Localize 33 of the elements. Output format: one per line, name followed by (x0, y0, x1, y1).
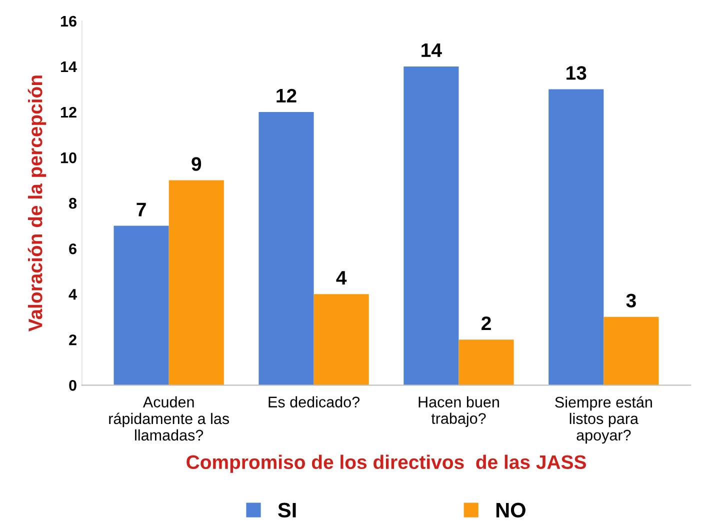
y-tick-label: 8 (69, 198, 77, 209)
y-tick-label: 14 (60, 62, 77, 72)
y-tick-label: 2 (69, 334, 76, 346)
x-axis-title: Compromiso de los directivos de las JASS (186, 454, 586, 473)
bar (258, 112, 314, 386)
data-label: 7 (136, 202, 146, 216)
y-tick-label: 0 (69, 380, 76, 391)
legend-label: NO (496, 502, 526, 518)
x-tick-label: Acuden rápidamente a las llamadas? (109, 396, 230, 441)
x-tick-label: Siempre están listos para apoyar? (555, 396, 652, 444)
bar (404, 66, 459, 386)
y-tick-label: 4 (68, 289, 77, 300)
data-label: 12 (276, 88, 296, 102)
y-tick-label: 16 (60, 16, 76, 27)
bar (168, 180, 224, 386)
legend-label: SI (278, 502, 296, 518)
data-label: 9 (192, 157, 202, 171)
y-axis-title: Valoración de la percepción (28, 76, 46, 332)
data-label: 14 (422, 44, 442, 57)
bar (458, 340, 514, 386)
data-label: 13 (566, 66, 586, 80)
bar (114, 226, 169, 386)
y-tick-label: 6 (69, 243, 76, 254)
bar (548, 89, 604, 386)
data-label: 4 (336, 271, 347, 285)
data-label: 3 (626, 294, 636, 308)
y-tick-label: 10 (60, 152, 76, 164)
y-tick-label: 12 (60, 106, 76, 118)
x-tick-label: Hacen buen trabajo? (418, 396, 499, 427)
bar (314, 294, 369, 386)
data-label: 2 (482, 316, 491, 330)
bar (604, 316, 659, 386)
x-tick-label: Es dedicado? (268, 396, 360, 408)
